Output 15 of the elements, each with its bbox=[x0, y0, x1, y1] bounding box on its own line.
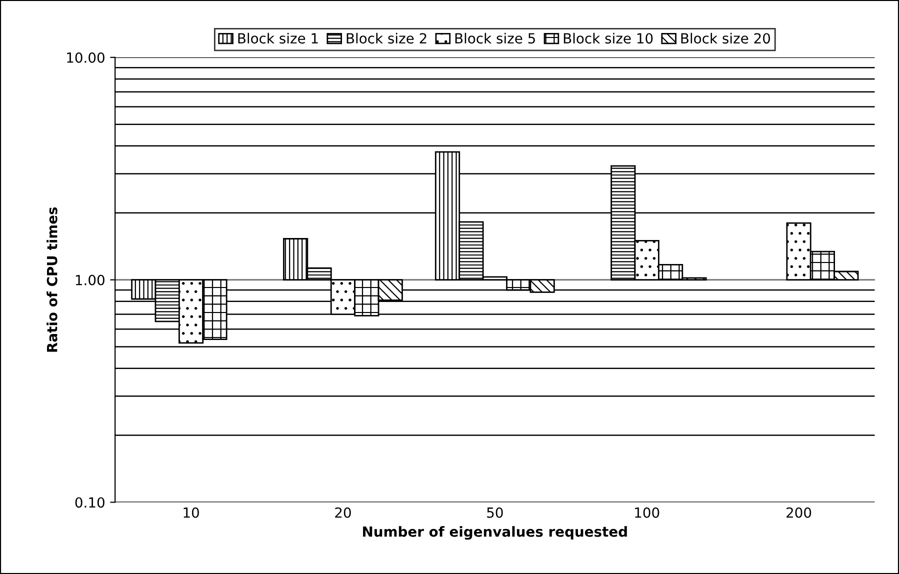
legend-label: Block size 10 bbox=[564, 32, 653, 44]
x-axis-title: Number of eigenvalues requested bbox=[363, 526, 627, 540]
y-axis-title: Ratio of CPU times bbox=[46, 207, 58, 352]
x-tick-label: 10 bbox=[184, 507, 199, 518]
x-tick-label: 50 bbox=[487, 507, 503, 518]
legend-label: Block size 5 bbox=[455, 32, 535, 44]
legend-label: Block size 20 bbox=[681, 32, 770, 44]
x-tick-label: 100 bbox=[635, 507, 660, 518]
legend-label: Block size 2 bbox=[346, 32, 426, 44]
y-tick-label: 10.00 bbox=[67, 52, 104, 63]
y-tick-label: 0.10 bbox=[75, 497, 104, 508]
x-tick-label: 200 bbox=[786, 507, 812, 518]
x-tick-label: 20 bbox=[335, 507, 351, 518]
y-tick-label: 1.00 bbox=[76, 274, 104, 286]
legend-label: Block size 1 bbox=[238, 32, 318, 44]
